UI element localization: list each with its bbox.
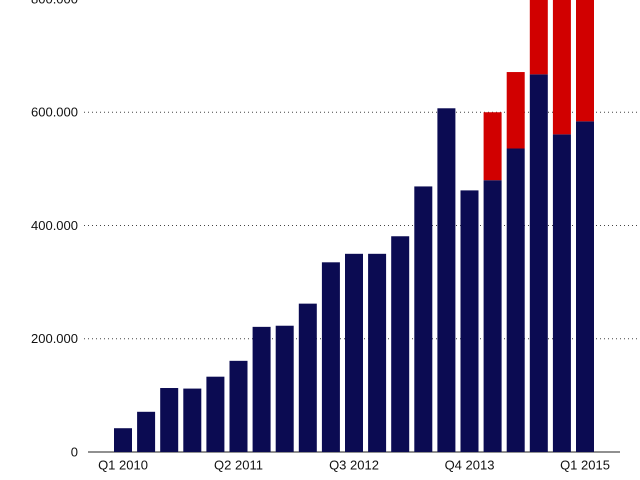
bar-segment <box>252 326 271 452</box>
bar-segment <box>345 253 363 452</box>
bar-segment <box>160 388 179 452</box>
bar-segment <box>321 262 340 452</box>
x-tick-label: Q3 2012 <box>329 457 379 472</box>
bar-segment <box>483 112 502 181</box>
bar-segment <box>414 186 433 452</box>
bar-segment <box>506 148 525 453</box>
bar-segment <box>275 325 294 452</box>
bar-segment <box>137 411 156 452</box>
y-tick-label: 600.000 <box>31 105 78 120</box>
bar-segment <box>368 253 387 452</box>
bar-segment <box>229 360 248 452</box>
bar-segment <box>114 428 132 452</box>
bar-segment <box>460 190 479 452</box>
bar-segment <box>506 72 525 149</box>
bar-segment <box>576 0 594 122</box>
bar-segment <box>437 108 456 452</box>
y-tick-label: 0 <box>71 444 78 459</box>
x-tick-label: Q1 2015 <box>560 457 610 472</box>
x-tick-label: Q2 2011 <box>214 457 263 472</box>
bar-segment <box>576 121 594 452</box>
x-tick-label: Q4 2013 <box>445 457 495 472</box>
bar-segment <box>529 74 548 452</box>
bar-segment <box>391 236 410 452</box>
y-tick-label: 200.000 <box>31 331 78 346</box>
bar-segment <box>298 303 317 452</box>
x-tick-label: Q1 2010 <box>98 457 148 472</box>
bars <box>114 0 594 453</box>
bar-segment <box>552 134 571 453</box>
bar-segment <box>552 0 571 135</box>
y-tick-label: 800.000 <box>31 0 78 6</box>
bar-segment <box>483 180 502 452</box>
bar-segment <box>529 0 548 75</box>
bar-segment <box>206 376 225 452</box>
bar-segment <box>183 388 202 452</box>
y-tick-label: 400.000 <box>31 218 78 233</box>
